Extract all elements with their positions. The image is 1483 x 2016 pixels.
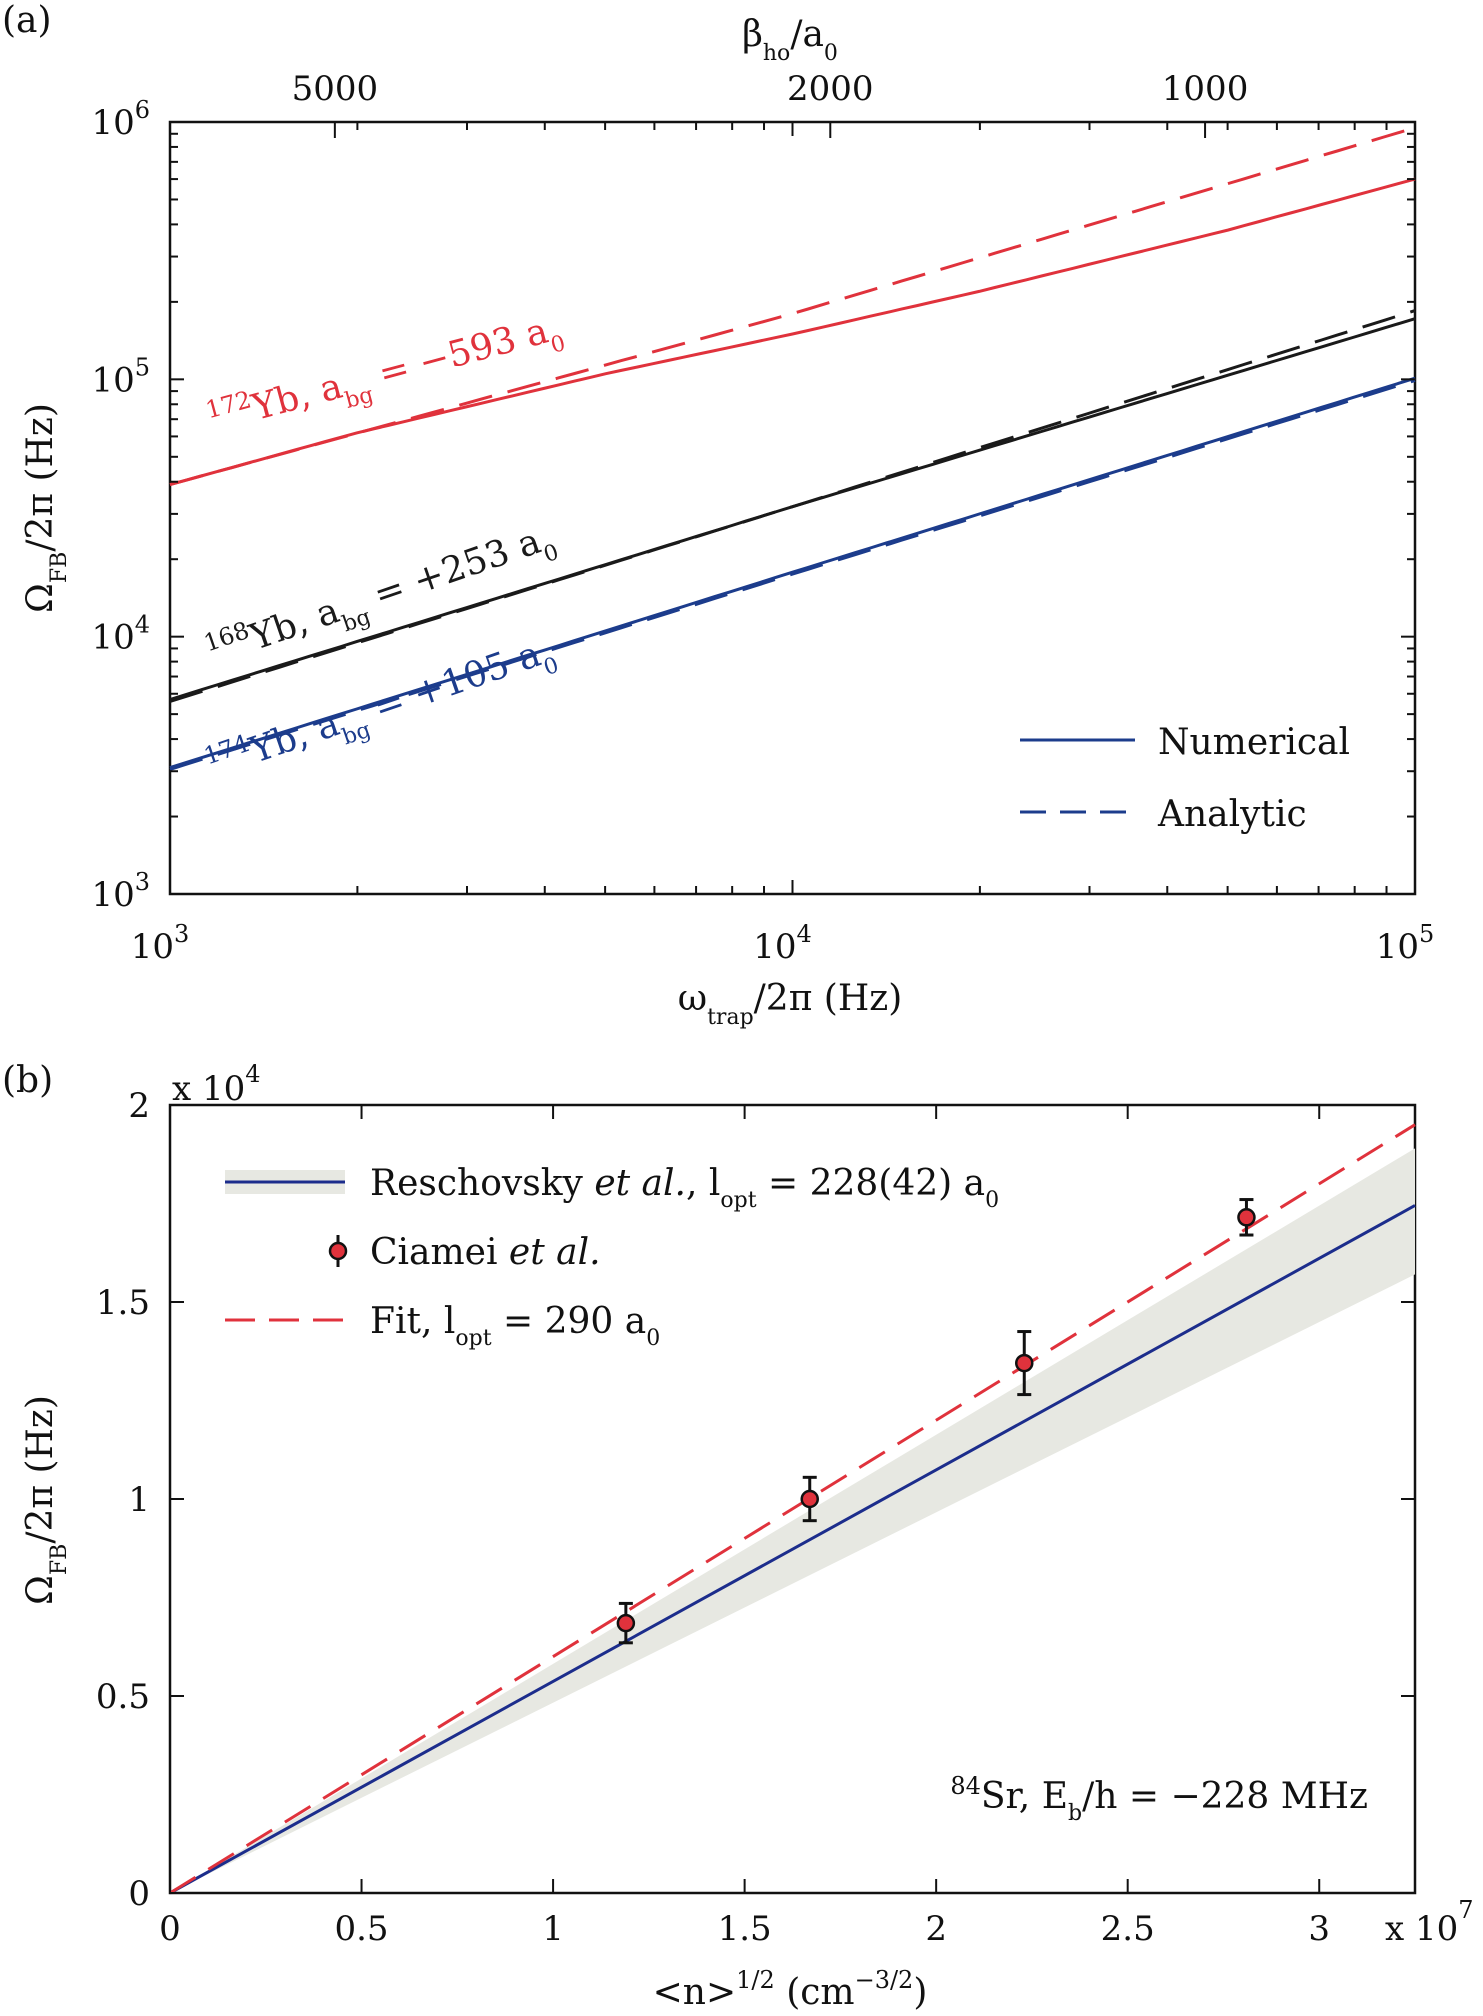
y-tick-label: 106 xyxy=(91,96,150,143)
panel-b-legend: Reschovsky et al., lopt = 228(42) a0 Ciam… xyxy=(225,1163,999,1351)
series-line-5 xyxy=(169,379,1416,771)
panel-b-frame xyxy=(168,1103,1417,1895)
top-tick-label: 1000 xyxy=(1162,69,1249,109)
uncertainty-band xyxy=(170,1148,1415,1893)
y-tick-label: 2 xyxy=(128,1086,150,1126)
x-tick-label: 2.5 xyxy=(1101,1909,1155,1949)
legend-label-fit: Fit, lopt = 290 a0 xyxy=(370,1301,660,1351)
legend-marker xyxy=(328,1241,348,1261)
x-tick-label: 0.5 xyxy=(334,1909,388,1949)
x-tick-label: 103 xyxy=(131,920,190,967)
panel-a-ticks: 103 104 105 103 104 105 106 5000 2000 1000 xyxy=(91,69,1434,967)
curve-label-text: 174Yb, abg = +105 a0 xyxy=(200,625,562,795)
series-line-3 xyxy=(169,309,1416,703)
top-tick-label: 2000 xyxy=(787,69,874,109)
y-tick-label: 0.5 xyxy=(96,1677,150,1717)
y-tick-label: 0 xyxy=(128,1874,150,1914)
y-tick-label: 1 xyxy=(128,1480,150,1520)
panel-b-annotation: 84Sr, Eb/h = −228 MHz xyxy=(950,1772,1368,1826)
series-line-4 xyxy=(169,376,1416,770)
panel-b-ticks: 0 0.5 1 1.5 2 2.5 3 0 0.5 1 1.5 2 xyxy=(96,1086,1415,1949)
panel-b-label: (b) xyxy=(2,1060,53,1101)
legend-label: Analytic xyxy=(1157,794,1307,835)
fit-line xyxy=(169,1123,1416,1895)
x-tick-label: 2 xyxy=(925,1909,947,1949)
panel-a-series xyxy=(169,126,1416,771)
panel-b-ylabel: ΩFB/2π (Hz) xyxy=(20,1395,72,1605)
panel-b-xlabel: <n>1/2 (cm−3/2) xyxy=(653,1966,928,2013)
data-point xyxy=(800,1489,819,1509)
data-point xyxy=(616,1613,636,1633)
panel-a: (a) 103 104 105 103 104 105 106 5000 2000 1000 17… xyxy=(2,0,1434,1030)
panel-b-y-multiplier: x 104 xyxy=(172,1060,261,1109)
y-tick-label: 1.5 xyxy=(96,1283,150,1323)
x-tick-label: 0 xyxy=(159,1909,181,1949)
data-point xyxy=(1015,1353,1034,1373)
data-point xyxy=(1237,1208,1256,1227)
y-tick-label: 105 xyxy=(91,353,150,400)
y-tick-label: 103 xyxy=(91,868,150,915)
panel-b-series xyxy=(169,1123,1416,1895)
legend-label: Numerical xyxy=(1158,722,1350,763)
panel-a-top-label: βho/a0 xyxy=(742,14,838,66)
x-tick-label: 105 xyxy=(1376,920,1435,967)
top-tick-label: 5000 xyxy=(292,69,379,109)
panel-b: (b) 0 0.5 1 1.5 2 2.5 3 0 0.5 1 1.5 2 Reschovsky et… xyxy=(2,1060,1474,2013)
series-line-2 xyxy=(169,317,1416,701)
panel-a-label: (a) xyxy=(2,0,52,41)
panel-a-ylabel: ΩFB/2π (Hz) xyxy=(20,403,72,613)
legend-label-reschovsky: Reschovsky et al., lopt = 228(42) a0 xyxy=(370,1163,999,1213)
x-tick-label: 1.5 xyxy=(718,1909,772,1949)
x-tick-label: 104 xyxy=(753,920,812,967)
reschovsky-line xyxy=(169,1204,1416,1895)
series-line-1 xyxy=(169,126,1416,487)
panel-a-legend: Numerical Analytic xyxy=(1020,722,1350,835)
x-tick-label: 3 xyxy=(1308,1909,1330,1949)
y-tick-label: 104 xyxy=(91,611,150,658)
legend-label-ciamei: Ciamei et al. xyxy=(370,1232,601,1273)
curve-label: 174Yb, abg = +105 a0 xyxy=(200,625,562,795)
panel-b-x-multiplier: x 107 xyxy=(1385,1896,1474,1949)
panel-a-xlabel: ωtrap/2π (Hz) xyxy=(678,978,903,1030)
x-tick-label: 1 xyxy=(542,1909,564,1949)
